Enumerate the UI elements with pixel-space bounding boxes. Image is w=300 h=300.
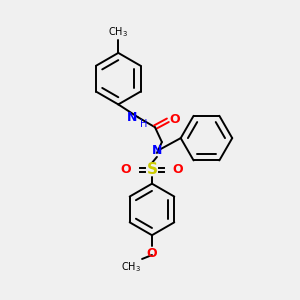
Text: H: H bbox=[140, 119, 148, 129]
Text: S: S bbox=[146, 162, 158, 177]
Text: O: O bbox=[121, 163, 131, 176]
Text: N: N bbox=[127, 111, 137, 124]
Text: N: N bbox=[152, 145, 162, 158]
Text: O: O bbox=[147, 247, 157, 260]
Text: O: O bbox=[170, 113, 180, 126]
Text: O: O bbox=[173, 163, 183, 176]
Text: CH$_3$: CH$_3$ bbox=[121, 260, 141, 274]
Text: CH$_3$: CH$_3$ bbox=[108, 25, 128, 39]
